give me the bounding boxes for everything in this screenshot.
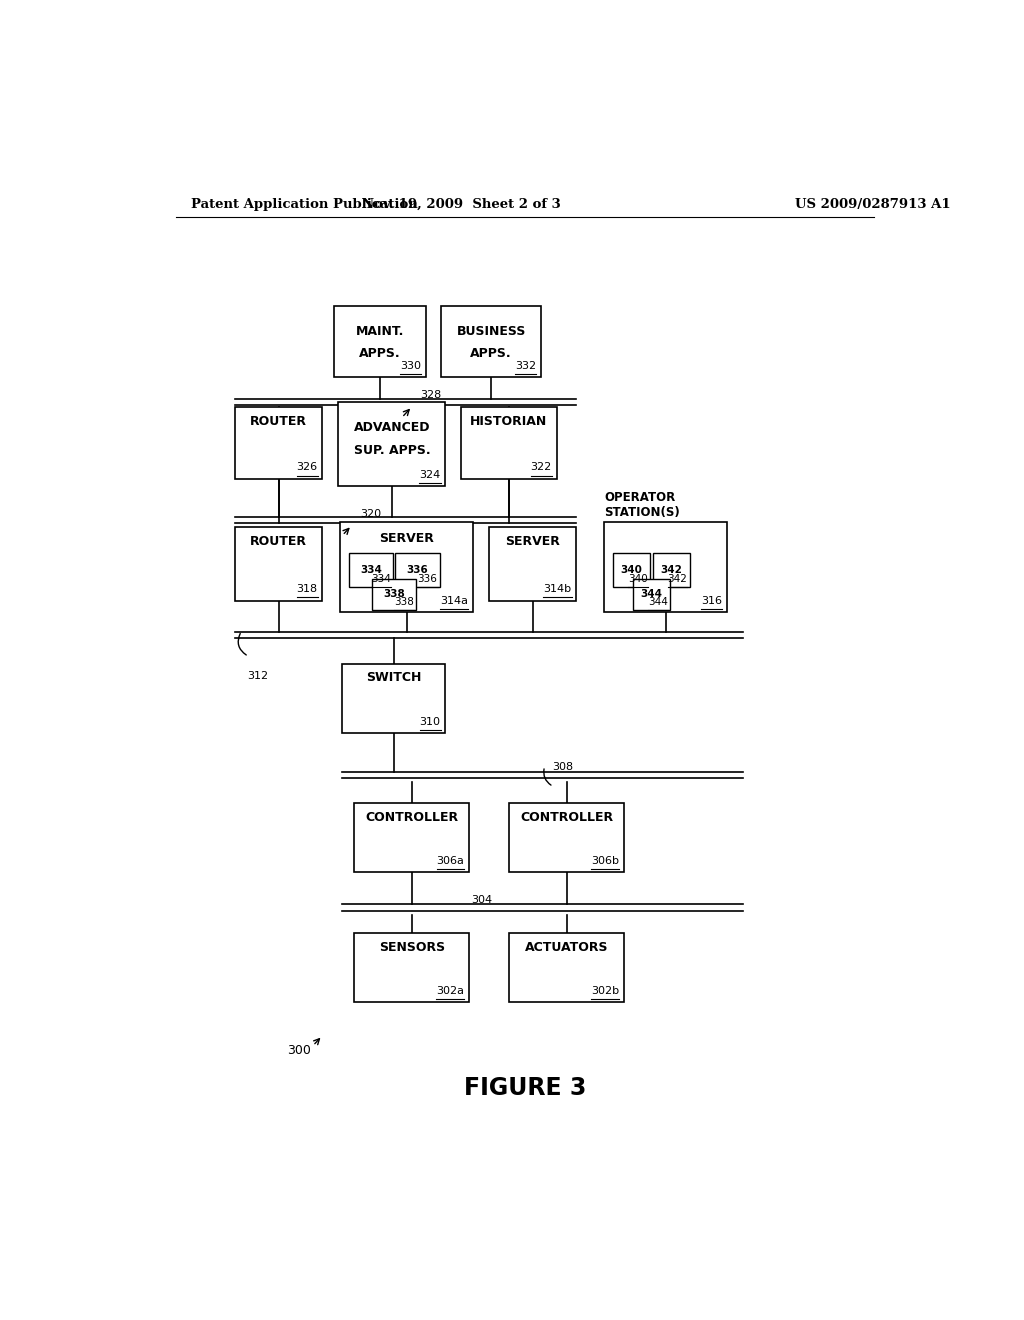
Bar xyxy=(633,579,670,610)
Text: OPERATOR
STATION(S): OPERATOR STATION(S) xyxy=(604,491,680,519)
Text: 338: 338 xyxy=(383,590,404,599)
Bar xyxy=(338,403,445,486)
Text: SWITCH: SWITCH xyxy=(367,672,422,684)
Text: 324: 324 xyxy=(420,470,440,479)
Text: 328: 328 xyxy=(420,391,441,400)
Bar xyxy=(334,306,426,378)
Text: 300: 300 xyxy=(287,1044,310,1057)
Text: 344: 344 xyxy=(648,597,668,607)
Text: US 2009/0287913 A1: US 2009/0287913 A1 xyxy=(795,198,950,211)
Text: 336: 336 xyxy=(418,574,437,585)
Bar xyxy=(342,664,445,733)
Bar xyxy=(441,306,541,378)
Bar xyxy=(395,553,440,587)
Text: 316: 316 xyxy=(701,595,722,606)
Text: SENSORS: SENSORS xyxy=(379,941,444,953)
Bar xyxy=(340,523,473,611)
Bar xyxy=(509,933,624,1002)
Text: 310: 310 xyxy=(420,717,440,726)
Text: ROUTER: ROUTER xyxy=(250,416,307,428)
Text: CONTROLLER: CONTROLLER xyxy=(520,810,613,824)
Text: 312: 312 xyxy=(247,671,268,681)
Text: APPS.: APPS. xyxy=(470,347,512,360)
Text: 332: 332 xyxy=(515,360,536,371)
Text: 326: 326 xyxy=(297,462,317,473)
Bar xyxy=(613,553,650,587)
Text: 322: 322 xyxy=(530,462,552,473)
Text: 318: 318 xyxy=(297,585,317,594)
Text: CONTROLLER: CONTROLLER xyxy=(366,810,459,824)
Bar xyxy=(509,803,624,873)
Bar xyxy=(461,408,557,479)
Text: Nov. 19, 2009  Sheet 2 of 3: Nov. 19, 2009 Sheet 2 of 3 xyxy=(361,198,561,211)
Text: 334: 334 xyxy=(371,574,391,585)
Text: Patent Application Publication: Patent Application Publication xyxy=(191,198,418,211)
Text: 336: 336 xyxy=(407,565,428,576)
Text: 306b: 306b xyxy=(591,855,620,866)
Text: 344: 344 xyxy=(640,590,663,599)
Text: SERVER: SERVER xyxy=(505,535,560,548)
Bar xyxy=(354,933,469,1002)
Text: APPS.: APPS. xyxy=(359,347,400,360)
Text: 306a: 306a xyxy=(436,855,465,866)
Text: HISTORIAN: HISTORIAN xyxy=(470,416,548,428)
Text: BUSINESS: BUSINESS xyxy=(457,325,525,338)
Bar xyxy=(236,528,323,601)
Text: 308: 308 xyxy=(553,763,573,772)
Text: 304: 304 xyxy=(471,895,492,906)
Text: ADVANCED: ADVANCED xyxy=(353,421,430,434)
Bar xyxy=(372,579,416,610)
Bar xyxy=(354,803,469,873)
Text: SUP. APPS.: SUP. APPS. xyxy=(353,444,430,457)
Text: 338: 338 xyxy=(394,597,414,607)
Text: ROUTER: ROUTER xyxy=(250,535,307,548)
Bar xyxy=(489,528,577,601)
Bar xyxy=(604,523,727,611)
Text: 320: 320 xyxy=(359,510,381,519)
Text: ACTUATORS: ACTUATORS xyxy=(524,941,608,953)
Text: 302a: 302a xyxy=(436,986,465,995)
Bar xyxy=(652,553,690,587)
Text: 342: 342 xyxy=(660,565,682,576)
Text: 330: 330 xyxy=(399,360,421,371)
Text: 314a: 314a xyxy=(440,595,468,606)
Bar xyxy=(348,553,393,587)
Text: FIGURE 3: FIGURE 3 xyxy=(464,1076,586,1101)
Text: 302b: 302b xyxy=(591,986,620,995)
Bar xyxy=(236,408,323,479)
Text: 342: 342 xyxy=(668,574,687,585)
Text: SERVER: SERVER xyxy=(379,532,434,545)
Text: 340: 340 xyxy=(628,574,648,585)
Text: 334: 334 xyxy=(359,565,382,576)
Text: MAINT.: MAINT. xyxy=(355,325,404,338)
Text: 340: 340 xyxy=(621,565,642,576)
Text: 314b: 314b xyxy=(544,585,571,594)
